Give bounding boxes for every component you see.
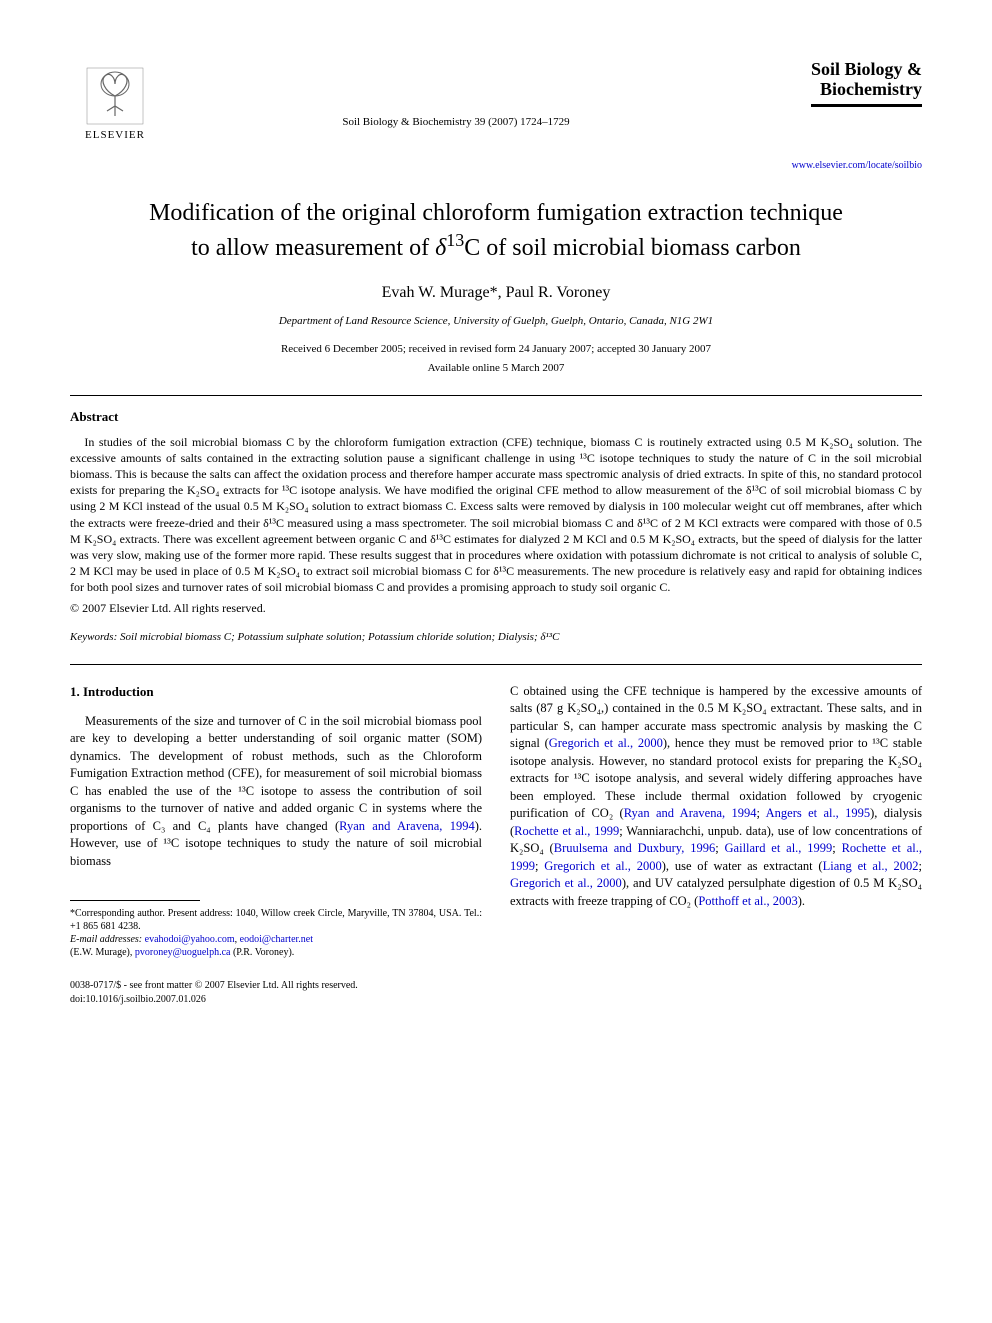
affiliation: Department of Land Resource Science, Uni… [70, 314, 922, 329]
title-sup: 13 [446, 230, 464, 250]
cite-rochette-1999a[interactable]: Rochette et al., 1999 [514, 824, 619, 838]
abstract-body: In studies of the soil microbial biomass… [70, 434, 922, 596]
journal-reference: Soil Biology & Biochemistry 39 (2007) 17… [160, 60, 752, 130]
p1a: Measurements of the size and turnover of… [70, 714, 482, 833]
abstract-copyright: © 2007 Elsevier Ltd. All rights reserved… [70, 600, 922, 617]
title-line2-pre: to allow measurement of [191, 235, 435, 261]
footnote-emails: E-mail addresses: evahodoi@yahoo.com, eo… [70, 933, 482, 959]
date-received: Received 6 December 2005; received in re… [70, 342, 922, 357]
cite-angers-1995[interactable]: Angers et al., 1995 [766, 806, 870, 820]
abstract-heading: Abstract [70, 408, 922, 426]
cite-ryan-1994b[interactable]: Ryan and Aravena, 1994 [624, 806, 757, 820]
column-right: C obtained using the CFE technique is ha… [510, 683, 922, 960]
c2c: ; [757, 806, 766, 820]
body-columns: 1. Introduction Measurements of the size… [70, 683, 922, 960]
email-2[interactable]: eodoi@charter.net [240, 934, 313, 945]
title-delta: δ [435, 235, 446, 261]
journal-name-line2: Biochemistry [820, 79, 922, 99]
publisher-name: ELSEVIER [85, 128, 145, 143]
cite-gaillard-1999[interactable]: Gaillard et al., 1999 [725, 841, 833, 855]
c2f: ; [715, 841, 724, 855]
keywords: Keywords: Soil microbial biomass C; Pota… [70, 630, 922, 645]
authors: Evah W. Murage*, Paul R. Voroney [70, 282, 922, 304]
column-left: 1. Introduction Measurements of the size… [70, 683, 482, 960]
cite-bruulsema-1996[interactable]: Bruulsema and Duxbury, 1996 [554, 841, 715, 855]
email-1[interactable]: evahodoi@yahoo.com [145, 934, 235, 945]
title-line1: Modification of the original chloroform … [149, 200, 843, 226]
cite-liang-2002[interactable]: Liang et al., 2002 [823, 859, 919, 873]
c2j: ; [919, 859, 922, 873]
elsevier-tree-icon [85, 66, 145, 126]
footer-front-matter: 0038-0717/$ - see front matter © 2007 El… [70, 979, 922, 993]
cite-ryan-1994[interactable]: Ryan and Aravena, 1994 [339, 819, 475, 833]
c2g: ; [832, 841, 841, 855]
c2h: ; [535, 859, 544, 873]
email-paren2: (P.R. Voroney). [230, 947, 294, 958]
footnote-separator [70, 900, 200, 901]
date-online: Available online 5 March 2007 [70, 361, 922, 376]
cite-gregorich-2000b[interactable]: Gregorich et al., 2000 [544, 859, 661, 873]
footnote-email-label: E-mail addresses: [70, 934, 142, 945]
intro-paragraph-1: Measurements of the size and turnover of… [70, 713, 482, 871]
email-3[interactable]: pvoroney@uoguelph.ca [135, 947, 231, 958]
journal-logo-block: Soil Biology & Biochemistry www.elsevier… [752, 60, 922, 173]
article-title: Modification of the original chloroform … [90, 198, 902, 264]
divider-bottom [70, 664, 922, 665]
keywords-text: Soil microbial biomass C; Potassium sulp… [117, 631, 559, 643]
corresponding-author-footnote: *Corresponding author. Present address: … [70, 907, 482, 959]
cite-gregorich-2000c[interactable]: Gregorich et al., 2000 [510, 876, 622, 890]
header-row: ELSEVIER Soil Biology & Biochemistry 39 … [70, 60, 922, 173]
cite-gregorich-2000a[interactable]: Gregorich et al., 2000 [549, 736, 663, 750]
journal-name-line1: Soil Biology & [811, 59, 922, 79]
divider-top [70, 395, 922, 396]
c2i: ), use of water as extractant ( [662, 859, 823, 873]
footer-doi: doi:10.1016/j.soilbio.2007.01.026 [70, 993, 922, 1007]
footer-meta: 0038-0717/$ - see front matter © 2007 El… [70, 979, 922, 1007]
journal-name: Soil Biology & Biochemistry [811, 60, 922, 107]
intro-paragraph-1-cont: C obtained using the CFE technique is ha… [510, 683, 922, 911]
footnote-corr: *Corresponding author. Present address: … [70, 907, 482, 933]
email-paren1: (E.W. Murage), [70, 947, 135, 958]
title-line2-post: C of soil microbial biomass carbon [464, 235, 801, 261]
c2l: ). [798, 894, 805, 908]
cite-potthoff-2003[interactable]: Potthoff et al., 2003 [698, 894, 797, 908]
publisher-logo: ELSEVIER [70, 60, 160, 150]
keywords-label: Keywords: [70, 631, 117, 643]
journal-url[interactable]: www.elsevier.com/locate/soilbio [752, 159, 922, 173]
section-heading-intro: 1. Introduction [70, 683, 482, 701]
